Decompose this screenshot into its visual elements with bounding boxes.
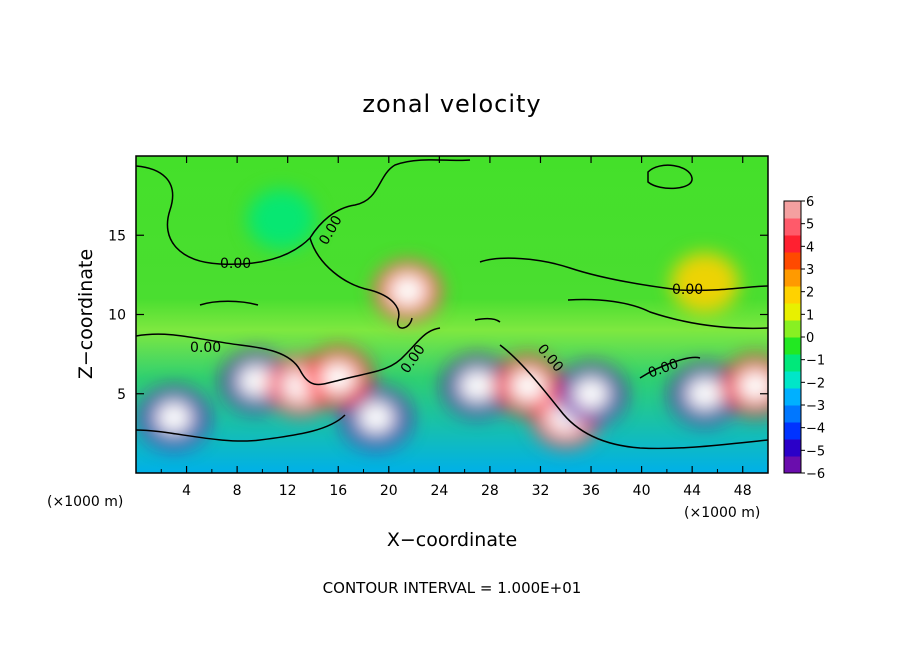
contour-line [647,164,693,190]
contour-line [136,159,471,266]
contour-line [309,237,413,329]
contour-line [499,344,768,450]
velocity-core [686,377,723,410]
y-axis-label: Z−coordinate [75,249,97,379]
colorbar-tick-label: 6 [806,195,814,210]
x-tick-label: 44 [683,483,701,499]
colorbar-swatch [784,235,801,253]
contour-line [567,298,768,330]
colorbar-swatch [784,218,801,236]
contour-line [199,300,259,306]
colorbar-tick-label: −5 [806,444,825,459]
x-tick-label: 28 [481,483,499,499]
y-tick-label: 15 [108,228,126,244]
velocity-core [320,361,357,394]
velocity-blob [670,252,739,313]
colorbar-swatch [784,456,801,474]
contour-label: 0.00 [672,282,703,298]
velocity-features [139,189,768,448]
x-axis-ticks: 4 8 12 16 20 24 28 32 36 40 44 48 [160,156,752,499]
velocity-core [389,274,426,307]
colorbar-swatch [784,422,801,440]
x-tick-label: 12 [279,483,297,499]
velocity-core [238,365,275,398]
colorbar: 6 5 4 3 2 1 0 −1 −2 −3 −4 −5 −6 [783,195,825,482]
colorbar-tick-label: 5 [806,218,814,233]
colorbar-swatch [784,439,801,457]
velocity-core [509,369,546,402]
colorbar-swatch [784,405,801,423]
x-tick-label: 4 [182,483,191,499]
x-unit-label-right: (×1000 m) [684,505,760,521]
colorbar-tick-label: −4 [806,422,825,437]
x-tick-label: 40 [633,483,651,499]
contour-interval-note: CONTOUR INTERVAL = 1.000E+01 [323,579,582,597]
chart-title: zonal velocity [362,90,541,118]
contour-label: 0.00 [220,256,251,272]
colorbar-tick-label: −6 [806,467,825,482]
colorbar-tick-label: 4 [806,240,814,255]
velocity-core [358,401,395,434]
zero-contours [136,159,768,450]
colorbar-swatch [784,269,801,287]
y-tick-label: 5 [117,387,126,403]
colorbar-tick-label: −3 [806,399,825,414]
x-tick-label: 36 [582,483,600,499]
colorbar-tick-label: −1 [806,354,825,369]
velocity-blob [247,189,316,250]
contour-line [136,327,441,386]
velocity-core [155,401,192,434]
colorbar-tick-label: 2 [806,286,814,301]
x-tick-label: 48 [734,483,752,499]
colorbar-swatch [784,201,801,219]
colorbar-swatch [784,252,801,270]
x-tick-label: 8 [233,483,242,499]
colorbar-tick-label: −2 [806,376,825,391]
colorbar-tick-label: 1 [806,308,814,323]
field-background [136,156,768,473]
colorbar-swatch [784,303,801,321]
x-tick-label: 20 [380,483,398,499]
velocity-core [573,377,610,410]
x-tick-label: 24 [430,483,448,499]
x-axis-label: X−coordinate [387,529,517,551]
contour-line [474,317,501,323]
velocity-core [459,369,496,402]
contour-line [639,356,701,379]
colorbar-swatch [784,388,801,406]
colorbar-swatch [784,337,801,355]
contour-line [136,414,346,442]
colorbar-swatch [784,286,801,304]
colorbar-swatch [784,371,801,389]
colorbar-swatch [784,320,801,338]
x-tick-label: 32 [532,483,550,499]
y-axis-ticks: 5 10 15 [108,228,768,403]
contour-label: 0.00 [190,340,221,356]
contour-line [479,257,768,292]
colorbar-swatch [784,354,801,372]
colorbar-tick-label: 0 [806,331,814,346]
plot-area [136,156,768,473]
colorbar-tick-label: 3 [806,263,814,278]
x-tick-label: 16 [329,483,347,499]
y-tick-label: 10 [108,308,126,324]
x-unit-label: (×1000 m) [47,494,123,510]
